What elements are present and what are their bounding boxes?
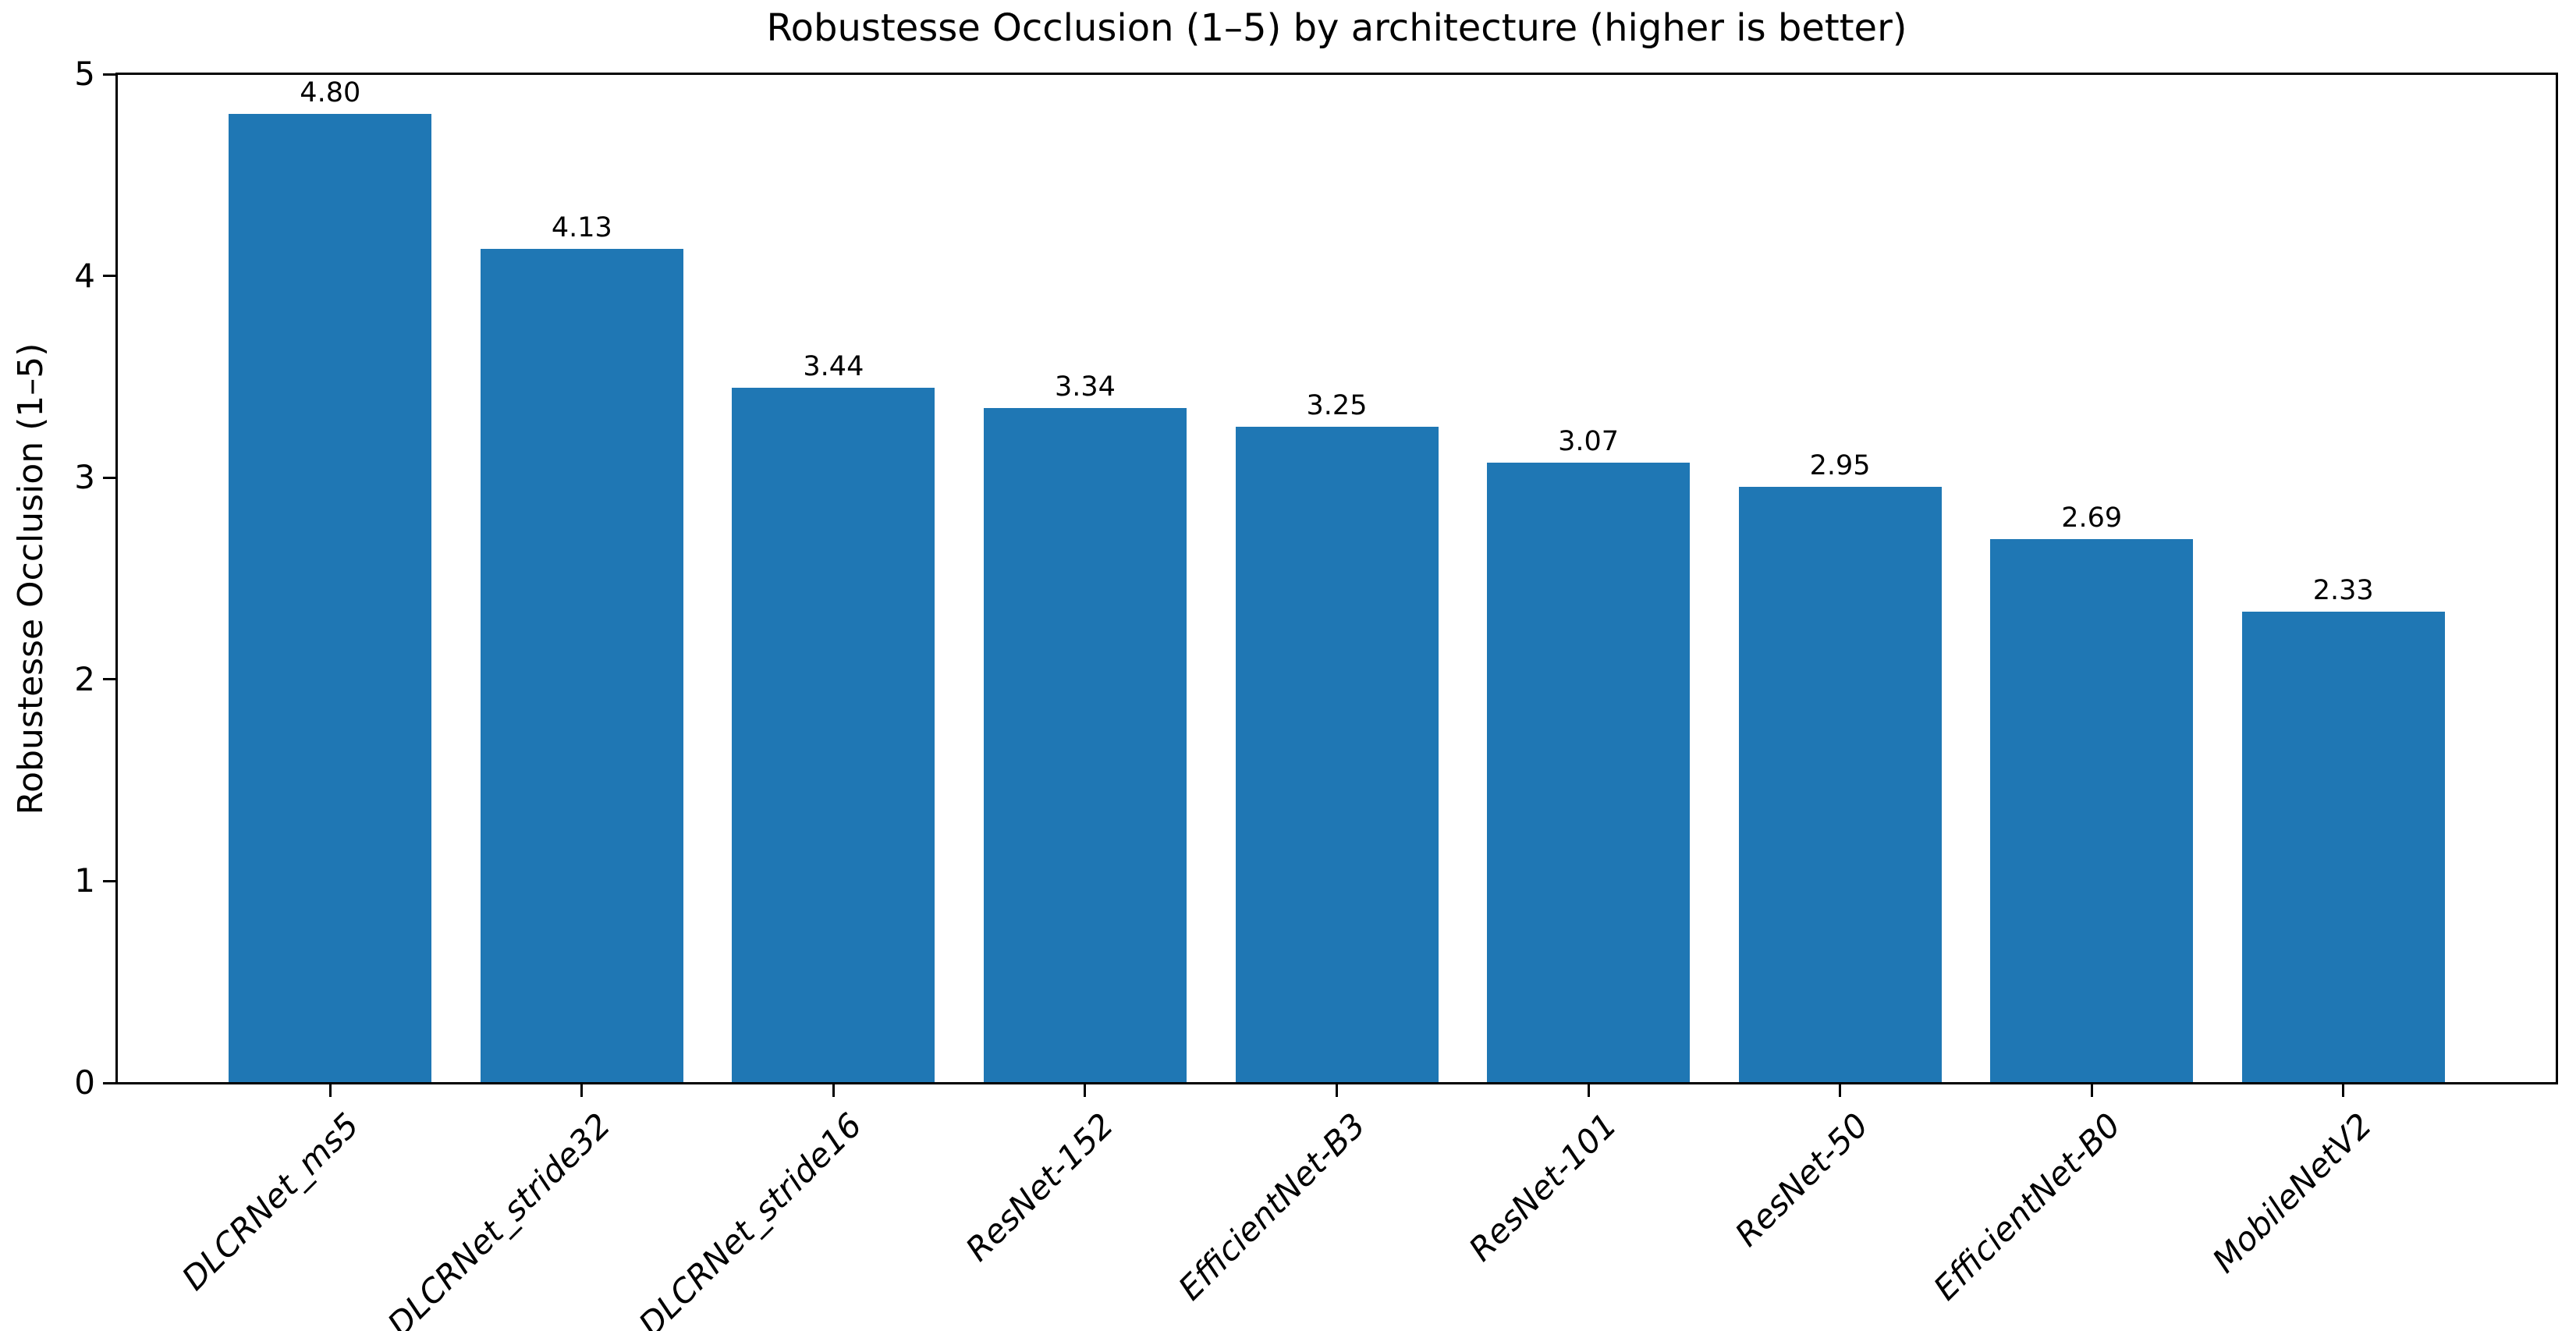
x-tick-label: MobileNetV2 [2205, 1106, 2379, 1280]
x-tick-mark [832, 1084, 835, 1097]
bar [732, 388, 935, 1082]
y-tick-label: 2 [74, 659, 95, 698]
x-tick-mark [2090, 1084, 2093, 1097]
y-tick-label: 1 [74, 861, 95, 900]
x-tick-mark [580, 1084, 584, 1097]
bar-value-label: 3.34 [1054, 371, 1116, 403]
y-tick-mark [103, 73, 116, 76]
bar [480, 248, 683, 1082]
y-axis-label: Robustesse Occlusion (1–5) [11, 343, 51, 815]
bar-value-label: 4.80 [300, 76, 361, 108]
x-tick-mark [1587, 1084, 1590, 1097]
y-tick-mark [103, 678, 116, 681]
x-tick-mark [2342, 1084, 2345, 1097]
bar-value-label: 3.07 [1558, 426, 1620, 458]
bar [1487, 463, 1691, 1082]
x-tick-label: EfficientNet-B3 [1170, 1106, 1373, 1308]
y-tick-label: 4 [74, 256, 95, 295]
y-tick-mark [103, 275, 116, 278]
bar-value-label: 2.95 [1809, 450, 1871, 482]
y-tick-mark [103, 1081, 116, 1084]
x-tick-mark [1839, 1084, 1842, 1097]
bar [983, 408, 1187, 1082]
bar [2241, 612, 2445, 1082]
x-tick-label: EfficientNet-B0 [1925, 1106, 2128, 1308]
x-tick-label: ResNet-50 [1727, 1106, 1876, 1254]
y-tick-label: 5 [74, 55, 95, 93]
x-tick-label: ResNet-152 [958, 1106, 1121, 1269]
x-tick-label: ResNet-101 [1461, 1106, 1625, 1269]
x-tick-label: DLCRNet_stride16 [631, 1106, 870, 1331]
x-tick-mark [328, 1084, 332, 1097]
y-tick-label: 0 [74, 1063, 95, 1102]
bar-value-label: 2.69 [2061, 502, 2123, 534]
y-tick-mark [103, 879, 116, 882]
bar [1235, 426, 1439, 1082]
y-tick-mark [103, 476, 116, 479]
y-tick-label: 3 [74, 458, 95, 497]
x-tick-mark [1084, 1084, 1087, 1097]
bar-value-label: 3.44 [803, 351, 864, 383]
x-tick-label: DLCRNet_stride32 [379, 1106, 618, 1331]
bar [229, 113, 432, 1082]
bar [1738, 487, 1942, 1082]
bar-value-label: 4.13 [551, 211, 612, 243]
bar-value-label: 2.33 [2312, 575, 2374, 607]
bar [1990, 539, 2194, 1082]
chart-title: Robustesse Occlusion (1–5) by architectu… [766, 6, 1907, 50]
x-tick-mark [1336, 1084, 1338, 1097]
x-tick-label: DLCRNet_ms5 [174, 1106, 367, 1298]
bar-value-label: 3.25 [1306, 389, 1368, 421]
